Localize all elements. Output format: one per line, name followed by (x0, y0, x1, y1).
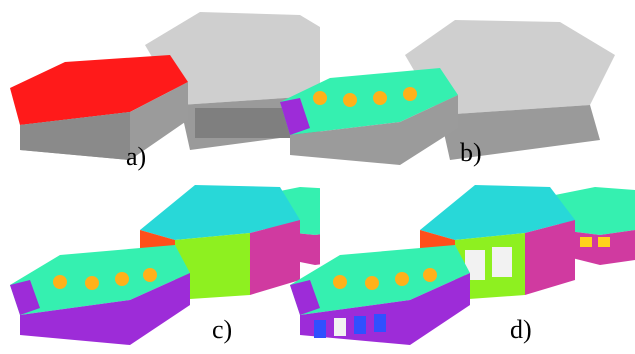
dormer-4 (143, 268, 157, 282)
dormer-1 (313, 91, 327, 105)
front-wall (290, 95, 458, 165)
front-facade (20, 112, 130, 160)
dormer-3 (395, 272, 409, 286)
window-blue-3 (374, 314, 386, 332)
label-a: a) (126, 142, 147, 171)
window-white-1 (465, 250, 485, 280)
panel-b: b) (270, 0, 635, 180)
dormer-2 (365, 276, 379, 290)
front-roof-cyan (290, 245, 470, 315)
panel-a-building-render (10, 12, 320, 160)
back-wall (440, 105, 600, 160)
panel-d: d) (280, 175, 635, 354)
window-blue-1 (314, 320, 326, 338)
center-roof (420, 185, 575, 240)
dormer-2 (343, 93, 357, 107)
panel-c-building-render (10, 185, 320, 345)
label-b: b) (460, 138, 482, 167)
dormer-4 (403, 87, 417, 101)
panel-d-building-render (290, 185, 635, 345)
back-roof (405, 20, 615, 115)
roof-end-purple (10, 280, 40, 315)
label-d: d) (510, 315, 532, 344)
panel-a: a) (0, 0, 320, 180)
center-wall-green (175, 233, 250, 300)
window-yellow-2 (598, 237, 610, 247)
dormer-3 (373, 91, 387, 105)
back-roof (145, 12, 320, 105)
roof-end-purple (290, 280, 320, 315)
center-roof (140, 185, 300, 240)
label-c: c) (212, 315, 233, 344)
window-yellow-1 (580, 237, 592, 247)
dormer-1 (333, 275, 347, 289)
dormer-1 (53, 275, 67, 289)
window-blue-2 (354, 316, 366, 334)
right-wall (560, 230, 635, 265)
panel-c: c) (0, 175, 320, 354)
front-roof-cyan (280, 68, 458, 135)
front-wall-purple (20, 273, 190, 345)
window-white-2 (492, 247, 512, 277)
center-wall-magenta (525, 220, 575, 295)
center-wall-magenta (250, 220, 300, 295)
window-white-3 (334, 318, 346, 336)
dormer-4 (423, 268, 437, 282)
roof-end-purple (280, 98, 310, 135)
dormer-2 (85, 276, 99, 290)
front-roof-cyan (10, 245, 190, 315)
front-roof-red (10, 55, 188, 125)
panel-b-building-render (280, 20, 615, 165)
dormer-3 (115, 272, 129, 286)
